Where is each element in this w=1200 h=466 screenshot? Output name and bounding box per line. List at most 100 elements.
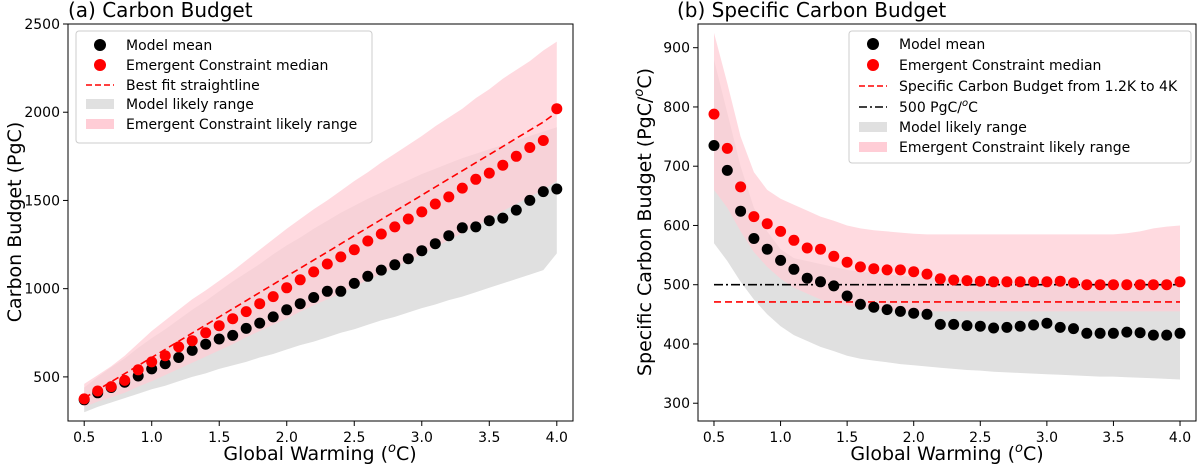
y-tick-label-a-1: 1000 [24, 282, 60, 298]
point-a-s0-35 [551, 183, 563, 195]
panel-a-plot-frame [67, 23, 574, 422]
legend-b-label-ec-range: Emergent Constraint likely range [899, 140, 1130, 156]
point-b-s1-31 [1121, 279, 1133, 291]
point-a-s1-27 [443, 191, 455, 203]
point-b-s1-5 [775, 225, 787, 237]
point-a-s0-31 [497, 212, 509, 224]
point-a-s1-24 [402, 213, 414, 225]
y-tick-label-b-2: 500 [663, 278, 690, 294]
point-a-s1-31 [497, 159, 509, 171]
point-a-s0-30 [483, 215, 495, 227]
point-a-s0-16 [294, 298, 306, 310]
panel-a-y-axis-label: Carbon Budget (PgC) [4, 122, 26, 322]
point-a-s0-8 [186, 344, 198, 356]
legend-b-swatch-model-range [859, 122, 887, 132]
point-b-s0-18 [948, 318, 960, 330]
point-b-s1-19 [961, 275, 973, 287]
point-a-s1-14 [267, 291, 279, 303]
y-tick-label-b-4: 700 [663, 159, 690, 175]
panel-b-y-ticks: 300 400 500 600 700 800 900 [663, 41, 698, 412]
panel-b-y-axis-label: Specific Carbon Budget (PgC/oC) [632, 68, 656, 376]
point-b-s1-17 [934, 273, 946, 285]
point-a-s0-24 [402, 253, 414, 265]
point-a-s0-14 [267, 311, 279, 323]
point-b-s1-10 [841, 256, 853, 268]
point-b-s0-26 [1054, 321, 1066, 333]
point-b-s1-30 [1107, 279, 1119, 291]
point-b-s1-14 [894, 264, 906, 276]
point-b-s0-23 [1014, 320, 1026, 332]
legend-b-label-500-line: 500 PgC/oC [899, 98, 978, 116]
point-a-s0-13 [254, 317, 266, 329]
panel-b-x-axis-label: Global Warming (oC) [850, 441, 1043, 465]
band-b-1 [714, 32, 1180, 312]
point-a-s0-11 [227, 329, 239, 341]
point-a-s0-7 [173, 352, 185, 363]
x-tick-label-b-3: 2.0 [903, 430, 925, 446]
point-b-s0-16 [921, 308, 933, 320]
legend-b-label-model-range: Model likely range [899, 120, 1027, 136]
point-b-s0-1 [721, 164, 733, 176]
point-b-s0-7 [801, 272, 813, 284]
x-tick-label-b-2: 1.5 [836, 430, 858, 446]
x-tick-label-a-2: 1.5 [208, 430, 230, 446]
point-b-s1-21 [988, 276, 1000, 288]
point-a-s0-34 [537, 186, 549, 198]
y-tick-label-a-4: 2500 [24, 17, 60, 33]
x-tick-label-b-0: 0.5 [703, 430, 725, 446]
point-a-s0-33 [524, 194, 536, 206]
panel-a-x-axis-label: Global Warming (oC) [223, 441, 416, 465]
point-b-s1-29 [1094, 279, 1106, 291]
panel-b-x-ticks: 0.5 1.0 1.5 2.0 2.5 3.0 3.5 4.0 [703, 421, 1191, 446]
point-b-s0-4 [761, 243, 773, 255]
point-b-s0-25 [1041, 317, 1053, 329]
y-tick-label-b-0: 300 [663, 396, 690, 412]
point-a-s1-25 [416, 206, 428, 218]
point-a-s1-29 [470, 173, 482, 185]
point-a-s1-23 [389, 221, 401, 233]
point-b-s0-21 [988, 322, 1000, 334]
y-tick-label-b-1: 400 [663, 337, 690, 353]
legend-b-marker-model-mean [867, 38, 879, 50]
point-a-s1-32 [510, 150, 522, 162]
point-a-s1-34 [537, 135, 549, 146]
y-tick-label-a-0: 500 [33, 370, 60, 386]
point-b-s0-33 [1147, 329, 1159, 341]
point-a-s1-20 [348, 244, 360, 256]
point-a-s0-20 [348, 277, 360, 289]
point-b-s1-9 [828, 250, 840, 262]
point-b-s0-35 [1174, 327, 1186, 339]
point-b-s1-22 [1001, 276, 1013, 288]
point-b-s0-17 [934, 318, 946, 330]
x-tick-label-a-7: 4.0 [546, 430, 568, 446]
point-a-s0-23 [389, 259, 401, 271]
point-a-s0-19 [335, 285, 347, 297]
point-b-s0-27 [1068, 323, 1079, 335]
point-b-s0-22 [1001, 321, 1013, 333]
panel-a-title: (a) Carbon Budget [68, 0, 253, 22]
point-b-s1-0 [708, 108, 720, 120]
point-b-s1-6 [788, 234, 800, 246]
point-a-s0-18 [321, 285, 333, 297]
point-b-s0-8 [815, 276, 826, 288]
panel-b-title: (b) Specific Carbon Budget [677, 0, 946, 22]
point-a-s1-9 [200, 327, 212, 339]
point-b-s0-31 [1121, 326, 1133, 338]
point-a-s1-16 [294, 274, 306, 286]
point-a-s1-15 [281, 282, 293, 294]
legend-b-swatch-ec-range [859, 142, 887, 152]
point-a-s1-11 [227, 313, 239, 325]
point-a-s1-17 [308, 266, 320, 278]
point-a-s1-28 [456, 182, 468, 194]
point-a-s1-8 [186, 335, 198, 347]
point-a-s1-7 [173, 341, 185, 353]
point-b-s1-13 [881, 264, 893, 276]
point-b-s0-14 [894, 305, 906, 317]
point-b-s0-29 [1094, 327, 1106, 339]
point-b-s0-0 [708, 140, 720, 151]
point-b-s1-27 [1068, 277, 1079, 289]
point-a-s1-22 [375, 228, 387, 240]
legend-b-label-model-mean: Model mean [899, 37, 985, 53]
point-a-s0-22 [375, 264, 387, 276]
